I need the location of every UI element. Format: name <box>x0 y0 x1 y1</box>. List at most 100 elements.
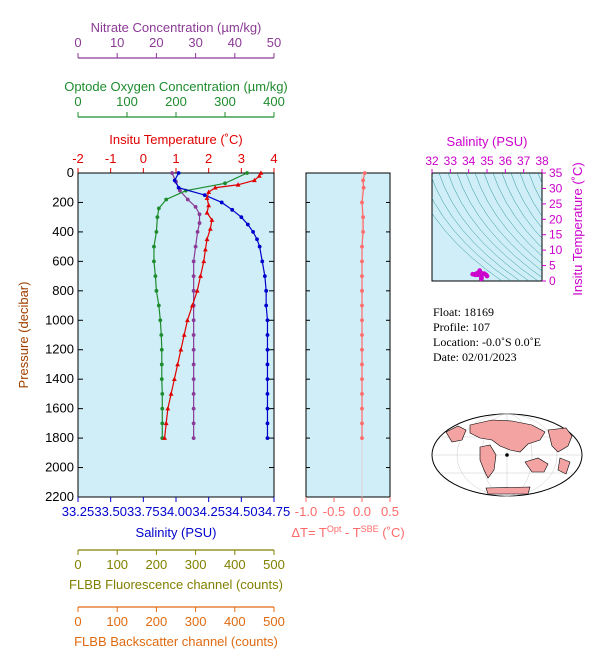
inset-density-line <box>483 173 542 257</box>
world-map <box>431 413 583 497</box>
fluorescence-tick-label: 200 <box>146 557 168 572</box>
delta-t-point <box>360 406 364 411</box>
inset-density-line <box>474 173 542 265</box>
delta-t-point <box>360 288 364 293</box>
pressure-tick-label: 800 <box>52 283 74 298</box>
delta-tick-label: 0.5 <box>381 504 399 519</box>
inset-temperature-tick-label: 10 <box>549 243 563 257</box>
salinity-point <box>264 288 269 293</box>
delta-t-point <box>361 185 366 190</box>
inset-temperature-tick-label: 30 <box>549 181 563 195</box>
inset-density-line <box>438 173 530 281</box>
nitrate-point <box>191 377 196 382</box>
fluorescence-tick-label: 0 <box>74 557 81 572</box>
salinity-tick-label: 33.25 <box>62 504 95 519</box>
delta-t-point <box>360 377 364 382</box>
nitrate-tick-label: 0 <box>74 35 81 50</box>
pressure-tick-label: 1400 <box>45 371 74 386</box>
info-float: Float: 18169 <box>433 305 494 319</box>
inset-ts-point <box>470 271 476 277</box>
pressure-tick-label: 200 <box>52 194 74 209</box>
backscatter-tick-label: 300 <box>185 614 207 629</box>
salinity-point <box>265 347 270 352</box>
nitrate-tick-label: 20 <box>149 35 163 50</box>
delta-t-series <box>360 171 367 497</box>
pressure-tick-label: 2200 <box>45 489 74 504</box>
salinity-point <box>265 377 270 382</box>
delta-t-panel: -1.0 -0.5 0.0 0.5 ΔT= TOpt - TSBE (˚C) <box>291 171 405 540</box>
pressure-tick-label: 1800 <box>45 430 74 445</box>
nitrate-axis-title: Nitrate Concentration (µm/kg) <box>91 20 262 35</box>
temperature-point <box>194 288 200 293</box>
pressure-tick-label: 400 <box>52 224 74 239</box>
delta-t-axis: -1.0 -0.5 0.0 0.5 ΔT= TOpt - TSBE (˚C) <box>291 172 405 540</box>
info-date: Date: 02/01/2023 <box>433 350 517 364</box>
nitrate-tick-label: 10 <box>110 35 124 50</box>
salinity-point <box>265 406 270 411</box>
delta-t-line <box>361 172 366 439</box>
salinity-point <box>265 333 270 337</box>
inset-density-line <box>465 173 542 272</box>
salinity-point <box>239 215 244 220</box>
nitrate-tick-label: 40 <box>228 35 242 50</box>
nitrate-point <box>193 244 198 249</box>
delta-tick-label: 0.0 <box>353 504 371 519</box>
oxygen-tick-label: 0 <box>74 94 81 109</box>
salinity-point <box>176 171 181 175</box>
info-profile: Profile: 107 <box>433 320 490 334</box>
main-profile-panel: 0 200 400 600 800 1000 1200 1400 1600 1800 2000 220… <box>16 165 290 540</box>
inset-ts-point <box>484 273 490 279</box>
delta-t-point <box>360 318 364 323</box>
oxygen-point <box>245 171 249 175</box>
salinity-point <box>257 244 262 249</box>
inset-temperature-tick-label: 25 <box>549 197 563 211</box>
nitrate-tick-label: 30 <box>188 35 202 50</box>
inset-salinity-tick-label: 33 <box>444 154 458 168</box>
fluorescence-tick-label: 100 <box>106 557 128 572</box>
delta-t-point <box>360 303 364 308</box>
temperature-tick-label: 0 <box>140 151 147 166</box>
temperature-tick-label: 4 <box>270 151 277 166</box>
oxygen-point <box>159 333 164 337</box>
oxygen-point <box>155 215 160 220</box>
count-axes: 0 100 200 300 400 500 FLBB Fluorescence channe… <box>69 549 285 649</box>
temperature-point <box>165 406 171 411</box>
delta-t-point <box>360 392 364 396</box>
delta-t-point <box>360 259 364 264</box>
delta-t-point <box>360 274 364 278</box>
nitrate-point <box>193 204 198 209</box>
salinity-point <box>202 193 207 197</box>
oxygen-point <box>223 181 227 186</box>
temperature-point <box>212 185 218 190</box>
nitrate-point <box>197 221 202 225</box>
temperature-point <box>162 435 167 440</box>
delta-t-point <box>360 436 364 440</box>
pressure-tick-label: 600 <box>52 253 74 268</box>
inset-temperature-tick-label: 20 <box>549 212 563 226</box>
salinity-point <box>255 237 259 242</box>
temperature-point <box>204 210 210 215</box>
nitrate-point <box>191 288 196 293</box>
delta-t-point <box>360 200 364 205</box>
oxygen-point <box>159 362 164 367</box>
salinity-point <box>260 259 265 264</box>
inset-temperature-tick-label: 15 <box>549 228 563 242</box>
inset-salinity-tick-label: 36 <box>499 154 513 168</box>
oxygen-point <box>156 206 161 211</box>
backscatter-tick-label: 0 <box>74 614 81 629</box>
temperature-point <box>256 173 262 178</box>
inset-density-line <box>492 173 542 248</box>
pressure-tick-label: 1000 <box>45 312 74 327</box>
salinity-tick-label: 34.75 <box>258 504 291 519</box>
float-info: Float: 18169 Profile: 107 Location: -0.0… <box>433 305 541 364</box>
oxygen-tick-label: 400 <box>263 94 285 109</box>
temperature-tick-label: 1 <box>172 151 179 166</box>
nitrate-point <box>191 362 196 367</box>
salinity-point <box>219 200 224 205</box>
inset-ts-point <box>477 268 482 273</box>
oxygen-point <box>156 303 161 308</box>
oxygen-point <box>152 259 156 264</box>
nitrate-point <box>191 259 196 264</box>
